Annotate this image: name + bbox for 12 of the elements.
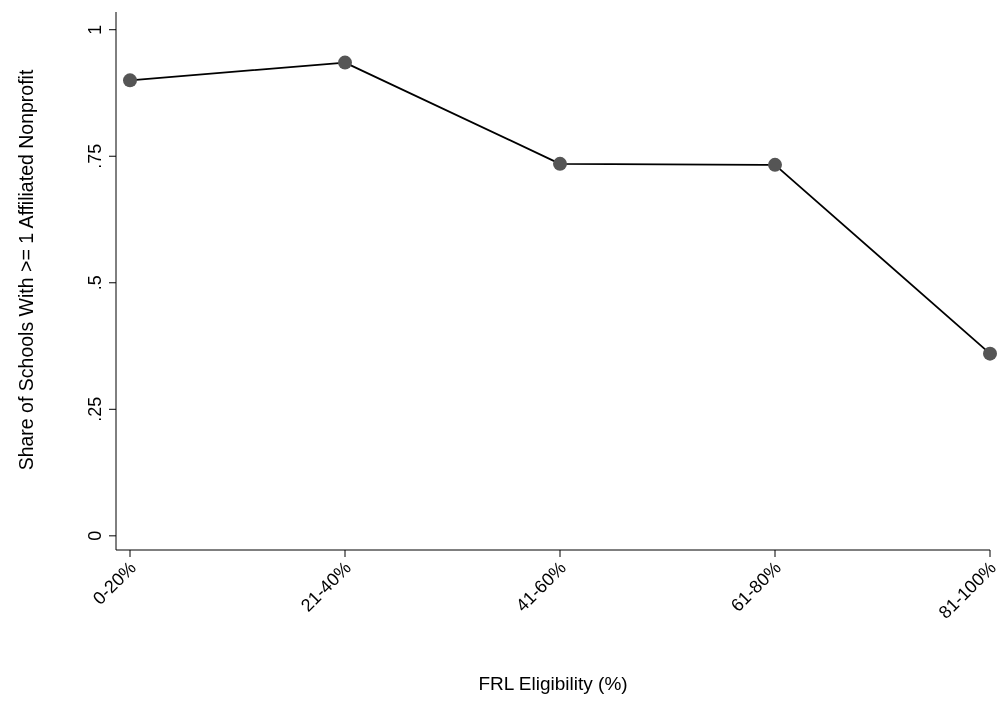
y-axis-title: Share of Schools With >= 1 Affiliated Nonprofit [15,69,38,471]
y-tick-label: .25 [85,396,105,422]
y-tick-label: .5 [85,275,105,291]
y-tick-label: 1 [85,24,105,35]
point [123,73,137,88]
point [768,157,782,172]
point [338,55,352,70]
y-tick-label: .75 [85,143,105,169]
y-tick-label: 0 [85,530,105,541]
x-axis-title: FRL Eligibility (%) [478,673,628,694]
point [553,156,567,171]
point [983,346,997,361]
